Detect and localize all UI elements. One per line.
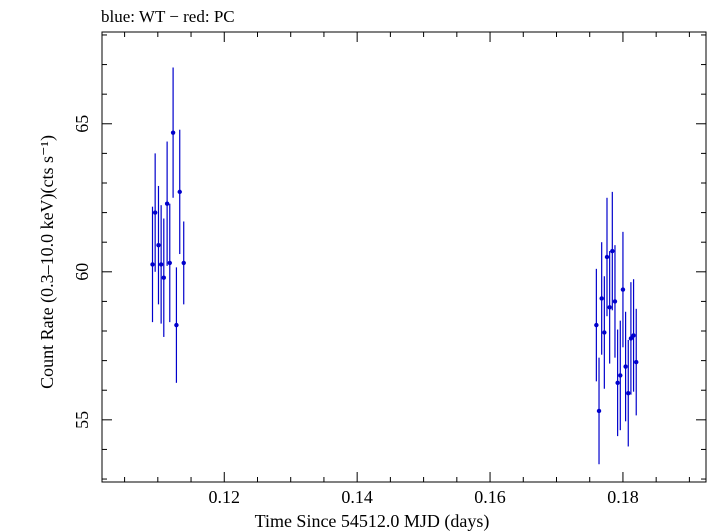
x-tick-label: 0.16	[474, 487, 506, 507]
axis-ticks	[102, 32, 706, 482]
data-series	[150, 67, 639, 465]
data-point	[164, 201, 170, 206]
header-label: blue: WT − red: PC	[101, 7, 235, 26]
x-axis-title: Time Since 54512.0 MJD (days)	[255, 511, 490, 532]
y-tick-label: 65	[72, 115, 92, 133]
data-point	[634, 359, 639, 365]
data-point	[623, 364, 628, 369]
x-tick-label: 0.12	[209, 487, 241, 507]
data-point	[612, 299, 618, 304]
data-point	[618, 373, 623, 378]
data-point	[150, 262, 155, 267]
data-point	[596, 408, 602, 414]
data-point	[604, 254, 610, 260]
data-point	[628, 336, 634, 341]
data-point	[626, 390, 631, 396]
y-tick-label: 60	[72, 263, 92, 281]
data-point	[610, 248, 615, 254]
data-point	[594, 322, 599, 328]
plot-frame	[101, 31, 707, 483]
data-point	[161, 275, 166, 280]
data-point	[156, 242, 161, 248]
data-point	[615, 380, 620, 386]
data-point	[602, 330, 607, 335]
data-point	[599, 296, 604, 301]
x-tick-label: 0.14	[341, 487, 373, 507]
data-point	[152, 210, 158, 215]
data-point	[607, 305, 612, 310]
data-point	[158, 262, 164, 267]
data-point	[631, 333, 636, 338]
data-point	[177, 189, 182, 195]
y-axis-title: Count Rate (0.3–10.0 keV)(cts s⁻¹)	[37, 135, 58, 389]
axis-tick-labels: 0.12 0.14 0.16 0.18 55 60 65	[72, 115, 639, 507]
y-tick-label: 55	[72, 411, 92, 429]
x-tick-label: 0.18	[607, 487, 639, 507]
data-point	[620, 287, 626, 292]
data-point	[181, 260, 186, 266]
data-point	[167, 260, 172, 266]
data-point	[170, 130, 176, 135]
data-point	[174, 322, 179, 328]
